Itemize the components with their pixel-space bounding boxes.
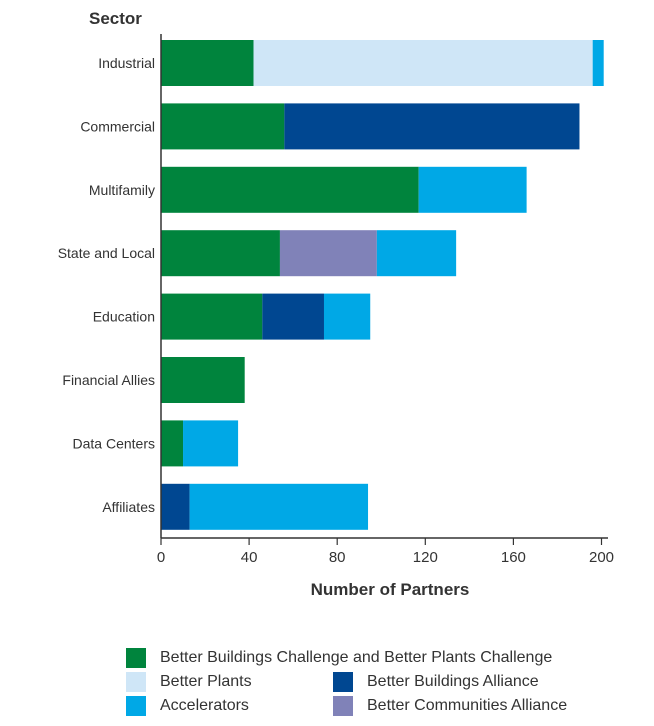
bars — [161, 40, 604, 530]
bar-segment — [376, 230, 457, 277]
bar-segment — [161, 357, 245, 403]
bar-segment — [161, 483, 190, 530]
bar-segment — [323, 293, 371, 340]
legend-swatch — [126, 648, 146, 668]
x-tick-label: 160 — [501, 549, 526, 566]
x-tick-label: 120 — [413, 549, 438, 566]
bar-segment — [161, 293, 263, 340]
bar-segment — [161, 166, 419, 213]
legend-swatch — [333, 696, 353, 716]
bar-segment — [161, 230, 280, 277]
category-label: Industrial — [98, 55, 155, 71]
category-label: State and Local — [58, 245, 155, 261]
legend: Better Buildings Challenge and Better Pl… — [126, 646, 646, 718]
legend-label: Better Buildings Challenge and Better Pl… — [160, 649, 553, 666]
bar-segment — [161, 40, 254, 86]
x-tick-label: 200 — [589, 549, 614, 566]
legend-label: Accelerators — [160, 697, 249, 714]
legend-item: Better Communities Alliance — [333, 696, 567, 716]
bar-segment — [161, 103, 285, 150]
x-axis-title: Number of Partners — [311, 580, 470, 599]
category-label: Financial Allies — [62, 372, 155, 388]
legend-item: Better Buildings Challenge and Better Pl… — [126, 648, 552, 668]
legend-row: Accelerators Better Communities Alliance — [126, 694, 646, 718]
legend-item: Better Buildings Alliance — [333, 672, 539, 692]
bar-segment — [161, 420, 184, 467]
bar-segment — [262, 293, 324, 340]
bar-segment — [279, 230, 377, 277]
bar-segment — [284, 103, 580, 150]
legend-item: Accelerators — [126, 696, 333, 716]
y-axis-title: Sector — [89, 9, 142, 28]
category-label: Data Centers — [73, 435, 155, 451]
x-ticks: 0 40 80 120 160 200 — [157, 538, 614, 566]
x-tick-label: 80 — [329, 549, 346, 566]
x-tick-label: 0 — [157, 549, 165, 566]
x-tick-label: 40 — [241, 549, 258, 566]
legend-label: Better Plants — [160, 673, 252, 690]
legend-swatch — [126, 696, 146, 716]
legend-row: Better Plants Better Buildings Alliance — [126, 670, 646, 694]
bar-segment — [418, 166, 527, 213]
category-label: Education — [93, 309, 155, 325]
category-label: Commercial — [80, 118, 155, 134]
bar-segment — [253, 40, 593, 86]
bar-segment — [189, 483, 369, 530]
legend-label: Better Communities Alliance — [367, 697, 568, 714]
category-label: Affiliates — [102, 499, 155, 515]
legend-swatch — [126, 672, 146, 692]
legend-row: Better Buildings Challenge and Better Pl… — [126, 646, 646, 670]
bar-segment — [592, 40, 604, 86]
category-labels: Industrial Commercial Multifamily State and… — [58, 55, 155, 515]
category-label: Multifamily — [89, 182, 155, 198]
legend-item: Better Plants — [126, 672, 333, 692]
legend-label: Better Buildings Alliance — [367, 673, 539, 690]
chart: Sector Industrial Commercial Multifamily St… — [58, 9, 614, 599]
bar-segment — [183, 420, 239, 467]
legend-swatch — [333, 672, 353, 692]
